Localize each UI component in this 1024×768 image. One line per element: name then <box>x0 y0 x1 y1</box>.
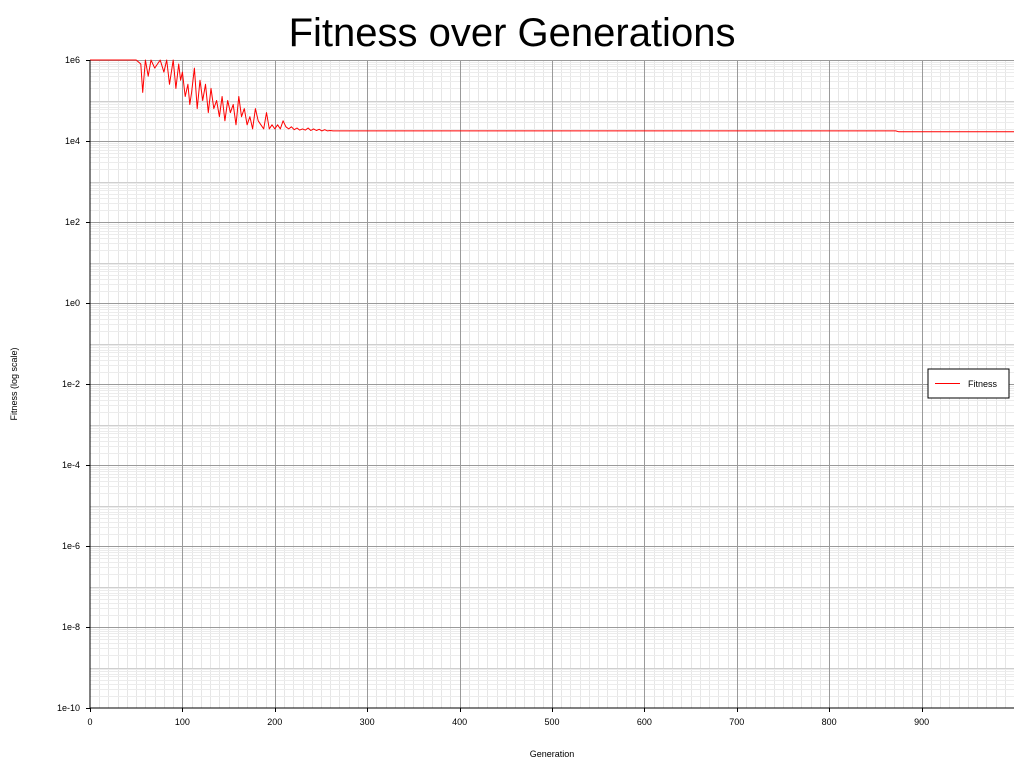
major-grid <box>90 60 1014 708</box>
y-tick-label: 1e-4 <box>62 460 80 470</box>
x-tick-label: 800 <box>822 717 837 727</box>
x-axis-ticks: 0 100 200 300 400 500 600 700 800 900 <box>87 708 929 727</box>
legend: Fitness <box>927 368 1010 399</box>
x-tick-label: 500 <box>544 717 559 727</box>
y-tick-label: 1e-2 <box>62 379 80 389</box>
x-tick-label: 300 <box>360 717 375 727</box>
legend-label-fitness: Fitness <box>968 379 998 389</box>
y-tick-label: 1e-6 <box>62 541 80 551</box>
x-tick-label: 400 <box>452 717 467 727</box>
x-tick-label: 600 <box>637 717 652 727</box>
series-line-fitness <box>90 59 1014 133</box>
y-tick-label: 1e6 <box>65 55 80 65</box>
x-tick-label: 0 <box>87 717 92 727</box>
y-axis-ticks: 1e6 1e4 1e2 1e0 1e-2 1e-4 1e-6 1e-8 1e-10 <box>57 55 90 713</box>
y-tick-label: 1e-10 <box>57 703 80 713</box>
y-axis-label: Fitness (log scale) <box>9 347 19 420</box>
y-tick-label: 1e2 <box>65 217 80 227</box>
x-axis-label: Generation <box>530 749 575 759</box>
series-group <box>90 59 1014 133</box>
x-tick-label: 700 <box>729 717 744 727</box>
chart-title: Fitness over Generations <box>289 11 736 55</box>
x-tick-label: 200 <box>267 717 282 727</box>
y-tick-label: 1e4 <box>65 136 80 146</box>
x-tick-label: 900 <box>914 717 929 727</box>
y-tick-label: 1e0 <box>65 298 80 308</box>
x-tick-label: 100 <box>175 717 190 727</box>
y-tick-label: 1e-8 <box>62 622 80 632</box>
